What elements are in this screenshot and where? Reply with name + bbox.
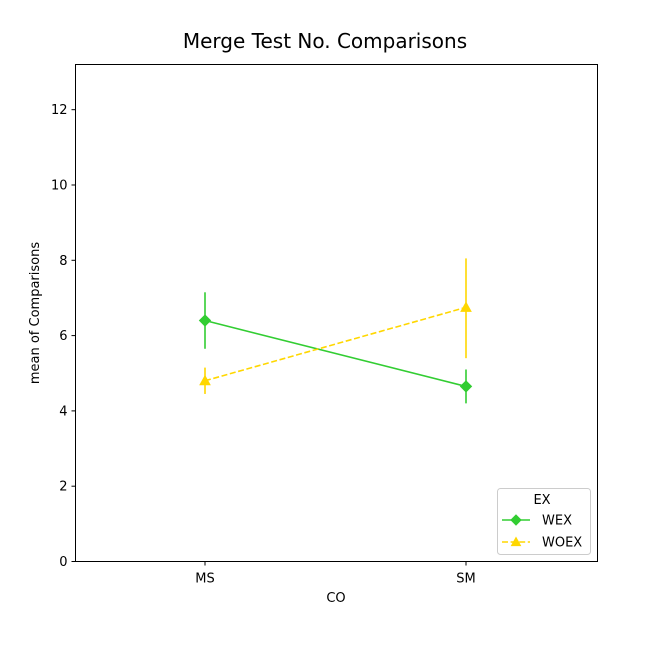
legend-title: EX [533, 493, 550, 508]
legend-label: WOEX [542, 536, 582, 551]
legend-entry-wex: WEX [502, 514, 572, 529]
legend: EX WEX WOEX [497, 488, 591, 555]
series-line [204, 306, 467, 382]
chart-title: Merge Test No. Comparisons [183, 29, 467, 53]
plot-frame [75, 64, 598, 562]
y-tick-label: 8 [59, 254, 67, 269]
series-line [204, 319, 467, 388]
x-axis: MS SM [195, 561, 476, 587]
legend-label: WEX [542, 514, 572, 529]
y-tick-label: 10 [51, 178, 68, 193]
data-point [460, 301, 472, 312]
series-woex [199, 258, 472, 394]
x-axis-label: CO [326, 591, 345, 606]
plot-area [198, 258, 473, 404]
legend-entry-woex: WOEX [502, 536, 582, 551]
legend-marker [510, 514, 522, 526]
y-tick-label: 0 [59, 555, 67, 570]
x-tick-label: SM [456, 572, 475, 587]
legend-marker [510, 536, 522, 547]
x-tick-label: MS [195, 572, 214, 587]
y-axis: 0 2 4 6 8 10 12 [51, 103, 76, 570]
legend-box [497, 488, 591, 555]
y-tick-label: 4 [59, 404, 67, 419]
data-point [199, 374, 211, 386]
data-point [198, 314, 212, 327]
data-point [459, 380, 473, 393]
series-wex [198, 292, 473, 404]
y-tick-label: 6 [59, 329, 67, 344]
y-tick-label: 12 [51, 103, 68, 118]
y-tick-label: 2 [59, 480, 67, 495]
y-axis-label: mean of Comparisons [28, 242, 43, 384]
